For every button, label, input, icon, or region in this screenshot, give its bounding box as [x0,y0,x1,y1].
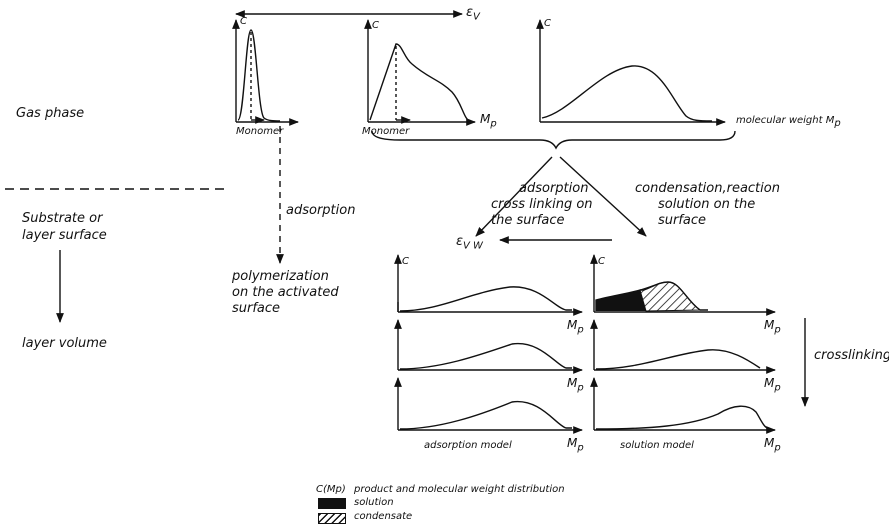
substrate-label-line1: Substrate or [22,211,103,226]
gas-plot-2-y-label: C [372,20,379,31]
adsorption-cross-line3: the surface [491,213,565,228]
polymerization-line3: surface [232,301,281,316]
solution-fill [596,290,646,311]
gas-plot-2-x-label: Monomer [362,126,410,137]
legend-condensate-swatch [318,513,346,524]
gas-plots-brace [371,130,736,150]
legend-cmp-symbol: C(Mp) [316,484,346,495]
adsorption-model-mp-3: Mp [567,436,584,454]
adsorption-model-mp-1: Mp [567,318,584,336]
condensation-line3: surface [658,213,707,228]
gas-plot-1-y-label: C [240,16,247,27]
gas-plot-2-axis: Mp [480,112,497,130]
legend-solution-swatch [318,498,346,509]
solution-model-plots [590,254,776,434]
condensation-line1: condensation,reaction [635,181,780,196]
solution-model-mp-2: Mp [764,376,781,394]
layer-volume-label: layer volume [22,336,107,351]
gas-plot-monomer-broad [364,19,476,126]
condensation-branch-arrow [559,156,647,237]
polymerization-line2: on the activated [232,285,339,300]
gas-plot-3-y-label: C [544,18,551,29]
gas-plot-molecular-weight [536,19,726,126]
solution-model-mp-1: Mp [764,318,781,336]
solution-model-mp-3: Mp [764,436,781,454]
solution-model-y-label: C [598,256,605,267]
legend-solution-label: solution [354,497,394,508]
adsorption-cross-line2: cross linking on [491,197,593,212]
adsorption-model-caption: adsorption model [424,440,512,451]
substrate-label-line2: layer surface [22,228,107,243]
legend-condensate-label: condensate [354,511,413,522]
adsorption-model-mp-2: Mp [567,376,584,394]
solution-model-caption: solution model [620,440,694,451]
adsorption-label: adsorption [286,203,356,218]
epsilon-vw-label: εV W [456,234,483,252]
gas-phase-label: Gas phase [16,106,85,121]
crosslinking-label: crosslinking [814,348,889,363]
polymerization-line1: polymerization [232,269,329,284]
gas-plot-monomer-narrow [232,19,299,126]
condensation-line2: solution on the [658,197,756,212]
epsilon-v-label: εV [466,5,480,23]
legend-cmp-description: product and molecular weight distributio… [354,484,565,495]
adsorption-model-y-label: C [402,256,409,267]
gas-plot-3-axis: molecular weight Mp [736,115,841,129]
adsorption-branch-arrow [475,156,553,237]
adsorption-model-plots [394,254,583,434]
condensate-fill [639,281,702,312]
adsorption-cross-line1: adsorption [519,181,589,196]
gas-plot-1-x-label: Monomer [236,126,284,137]
